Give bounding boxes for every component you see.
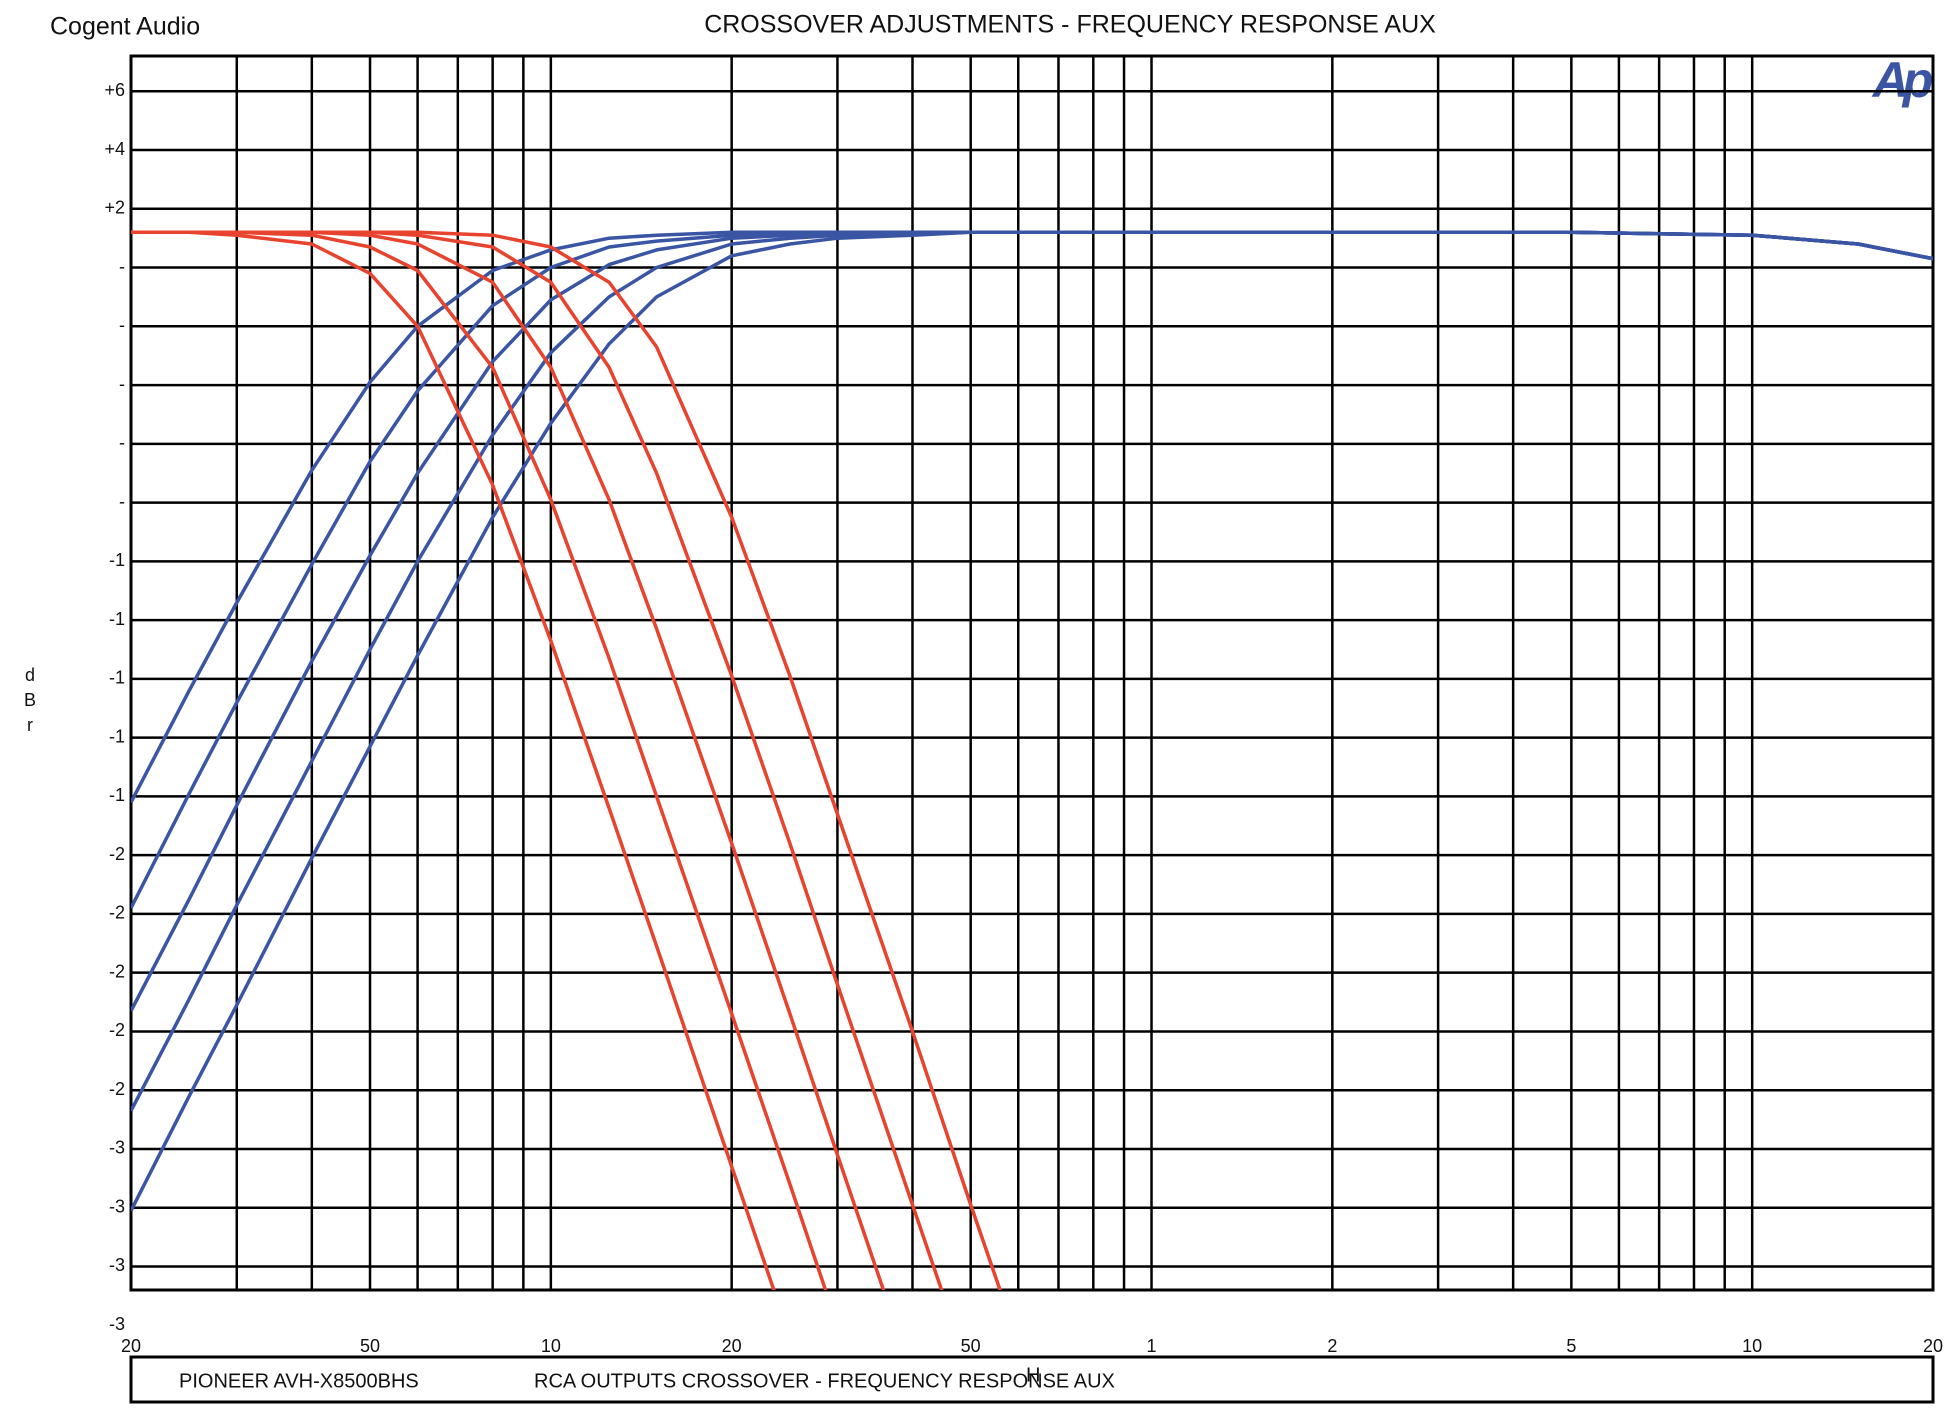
x-tick-label: 1 (1147, 1336, 1157, 1356)
y-tick-label: - (119, 315, 125, 335)
y-tick-label: -1 (109, 726, 125, 746)
y-tick-label: -2 (109, 903, 125, 923)
y-axis-label: B (24, 690, 36, 710)
x-tick-label: 10 (1742, 1336, 1762, 1356)
series-line (131, 230, 776, 1290)
y-tick-label: -1 (109, 550, 125, 570)
chart-title: CROSSOVER ADJUSTMENTS - FREQUENCY RESPON… (704, 11, 1436, 39)
brand: Cogent Audio (50, 13, 200, 41)
y-tick-label: - (119, 374, 125, 394)
x-tick-label: 10 (541, 1336, 561, 1356)
x-axis-label: H (1026, 1364, 1040, 1386)
y-tick-label: -3 (109, 1255, 125, 1275)
y-tick-label: -1 (109, 609, 125, 629)
x-tick-label: 50 (360, 1336, 380, 1356)
y-tick-label: +4 (104, 139, 125, 159)
series-line (131, 230, 1933, 1212)
x-tick-label: 20 (1923, 1336, 1943, 1356)
plot-frame (129, 54, 1935, 1292)
footer-device: PIONEER AVH-X8500BHS (179, 1370, 419, 1392)
y-axis-label: d (25, 665, 35, 685)
y-axis-label: r (27, 715, 33, 735)
y-tick-label: +6 (104, 80, 125, 100)
y-tick-label: -1 (109, 785, 125, 805)
x-tick-label: 20 (121, 1336, 141, 1356)
series-group (131, 230, 1933, 1290)
logo: Ap (1871, 52, 1932, 108)
y-tick-label: - (119, 491, 125, 511)
y-tick-label: - (119, 433, 125, 453)
y-tick-label: - (119, 256, 125, 276)
y-tick-label: -1 (109, 668, 125, 688)
x-tick-label: 50 (961, 1336, 981, 1356)
y-tick-label: -2 (109, 844, 125, 864)
x-tick-label: 5 (1566, 1336, 1576, 1356)
x-tick-label: 20 (722, 1336, 742, 1356)
y-tick-label: -3 (109, 1196, 125, 1216)
y-tick-label: +2 (104, 198, 125, 218)
footer-box (129, 1355, 1935, 1404)
x-tick-label: 2 (1327, 1336, 1337, 1356)
series-line (131, 230, 1002, 1290)
footer-description: RCA OUTPUTS CROSSOVER - FREQUENCY RESPON… (534, 1370, 1115, 1392)
y-tick-label: -2 (109, 961, 125, 981)
y-tick-label: -3 (109, 1138, 125, 1158)
y-tick-label: -3 (109, 1314, 125, 1334)
y-tick-label: -2 (109, 1079, 125, 1099)
y-tick-label: -2 (109, 1020, 125, 1040)
